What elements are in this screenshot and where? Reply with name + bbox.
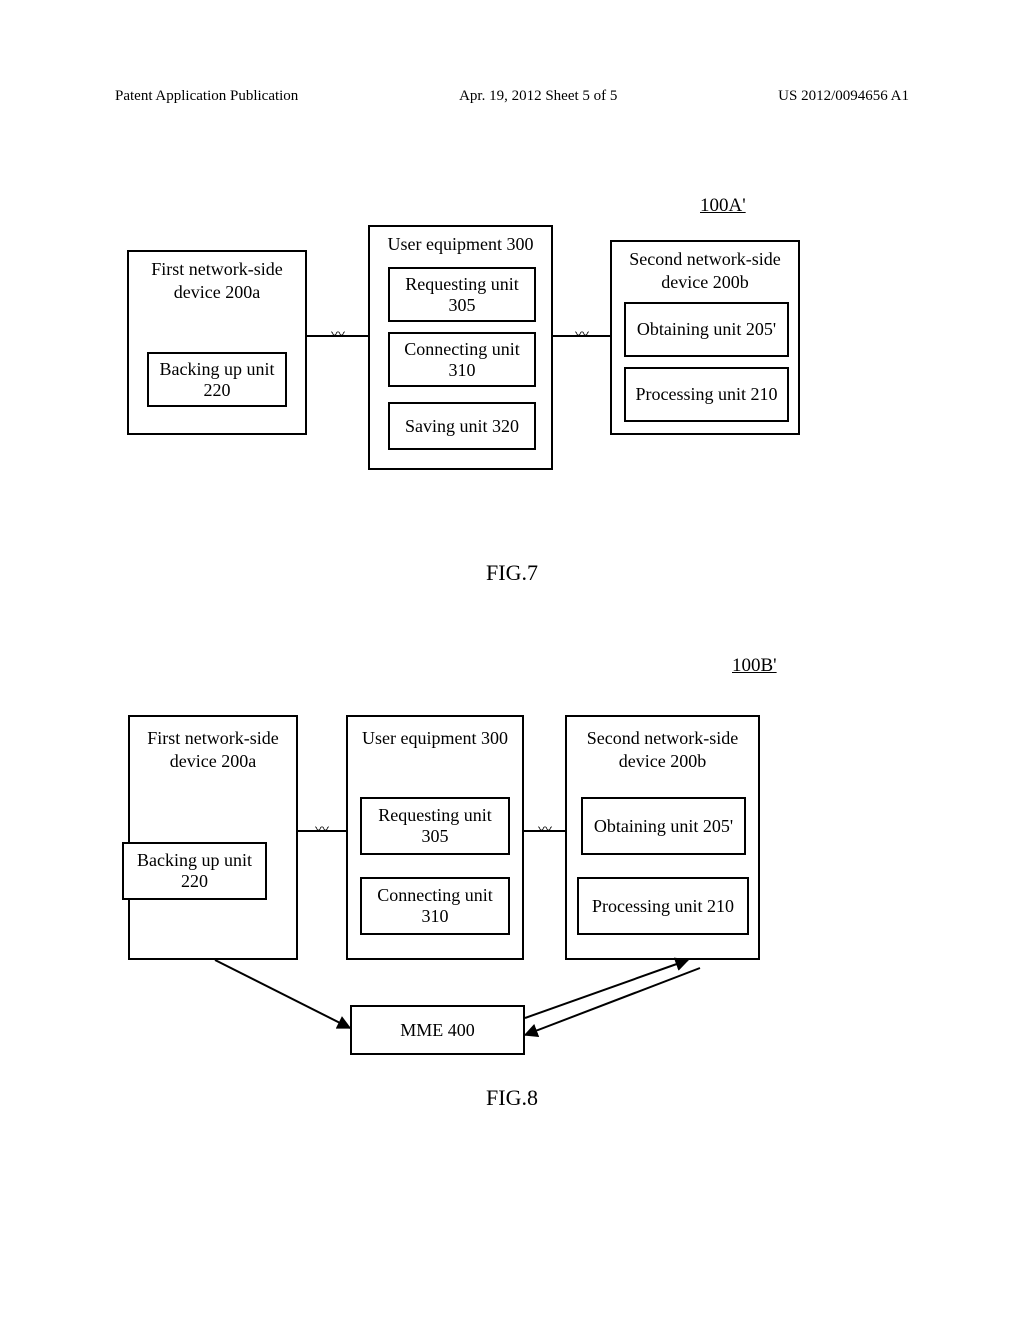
fig8-box2-title: User equipment 300 (348, 717, 522, 754)
fig7-conn-left (307, 335, 368, 337)
fig8-obtaining-unit: Obtaining unit 205' (581, 797, 746, 855)
fig7-zig-left: 〰 (331, 324, 345, 344)
fig7-zig-right: 〰 (575, 324, 589, 344)
page-header: Patent Application Publication Apr. 19, … (115, 88, 909, 105)
fig8-box1-title: First network-side device 200a (130, 717, 296, 776)
fig8-user-equipment: User equipment 300 Requesting unit 305 C… (346, 715, 524, 960)
fig7-saving-unit: Saving unit 320 (388, 402, 536, 450)
fig8-second-network-device: Second network-side device 200b Obtainin… (565, 715, 760, 960)
fig8-zig-right: 〰 (538, 819, 552, 839)
fig7-backing-up-unit: Backing up unit 220 (147, 352, 287, 407)
fig7-second-network-device: Second network-side device 200b Obtainin… (610, 240, 800, 435)
fig7-processing-unit: Processing unit 210 (624, 367, 789, 422)
arrow-first-to-mme (215, 960, 350, 1028)
page: Patent Application Publication Apr. 19, … (0, 0, 1024, 1320)
fig7-obtaining-unit: Obtaining unit 205' (624, 302, 789, 357)
fig7-connecting-unit: Connecting unit 310 (388, 332, 536, 387)
arrow-second-to-mme (525, 968, 700, 1035)
fig7-first-network-device: First network-side device 200a Backing u… (127, 250, 307, 435)
fig8-requesting-unit: Requesting unit 305 (360, 797, 510, 855)
header-center: Apr. 19, 2012 Sheet 5 of 5 (459, 88, 617, 105)
fig8-caption: FIG.8 (0, 1085, 1024, 1111)
fig8-connecting-unit: Connecting unit 310 (360, 877, 510, 935)
fig7-user-equipment: User equipment 300 Requesting unit 305 C… (368, 225, 553, 470)
fig7-box2-title: User equipment 300 (370, 227, 551, 260)
fig8-processing-unit: Processing unit 210 (577, 877, 749, 935)
fig7-requesting-unit: Requesting unit 305 (388, 267, 536, 322)
header-left: Patent Application Publication (115, 88, 298, 105)
fig7-box3-title: Second network-side device 200b (612, 242, 798, 297)
fig8-arrows (0, 0, 1024, 1320)
fig8-conn-left (298, 830, 346, 832)
fig8-backing-up-unit: Backing up unit 220 (122, 842, 267, 900)
fig7-caption: FIG.7 (0, 560, 1024, 586)
fig7-system-ref: 100A' (700, 195, 746, 217)
fig8-system-ref: 100B' (732, 655, 777, 677)
arrow-mme-to-second (525, 960, 688, 1018)
fig7-conn-right (553, 335, 610, 337)
fig8-first-network-device: First network-side device 200a Backing u… (128, 715, 298, 960)
fig8-conn-right (524, 830, 565, 832)
header-right: US 2012/0094656 A1 (778, 88, 909, 105)
fig8-box3-title: Second network-side device 200b (567, 717, 758, 776)
fig7-box1-title: First network-side device 200a (129, 252, 305, 307)
fig8-mme-label: MME 400 (400, 1020, 475, 1041)
fig8-zig-left: 〰 (315, 819, 329, 839)
fig8-mme: MME 400 (350, 1005, 525, 1055)
